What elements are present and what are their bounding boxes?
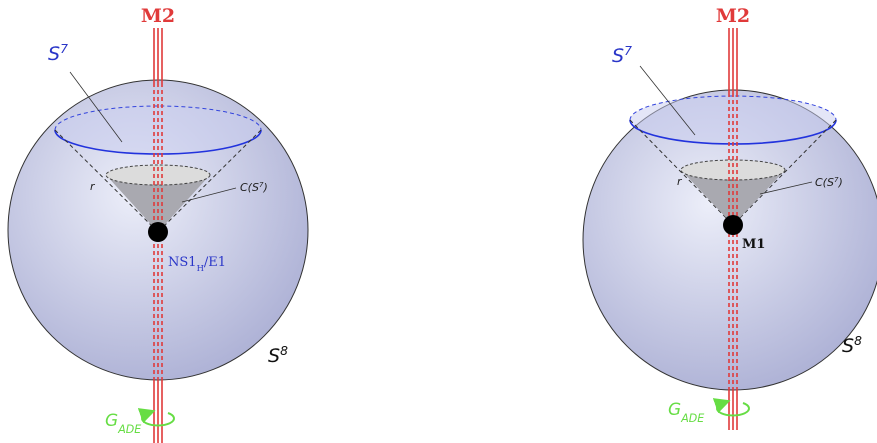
cone-label-part: 7: [259, 180, 264, 189]
group-label-part: G: [105, 411, 118, 431]
group-label-part: G: [668, 400, 681, 420]
group-action: [137, 408, 175, 427]
top-label: M2: [716, 5, 750, 27]
cone-label-part: C(S: [240, 181, 259, 194]
sphere-label-part: S: [842, 335, 854, 357]
apex-label-part: NS1: [168, 255, 197, 270]
outer-label-part: S: [612, 45, 624, 67]
sphere-label: S8: [842, 334, 862, 357]
apex-label: M1: [742, 237, 765, 252]
cone-edge: [157, 129, 262, 233]
group-label-part: ADE: [117, 423, 141, 436]
pointer: [181, 187, 237, 203]
group-label: GADE: [668, 400, 704, 425]
outer-label: S7: [48, 42, 68, 65]
radius-label-part: r: [90, 180, 96, 193]
outer-label-part: S: [48, 43, 60, 65]
outer-label-part: 7: [60, 42, 68, 56]
pointer: [639, 65, 696, 136]
cone-label-part: C(S: [815, 176, 834, 189]
cone-label-part: ): [263, 181, 268, 194]
sphere-label-part: 8: [854, 334, 862, 348]
apex-label-part: /E1: [204, 255, 226, 270]
cone-edge: [629, 119, 734, 226]
cone-label: C(S7): [815, 175, 843, 190]
cone-edge: [732, 119, 837, 226]
top-label-part: M2: [716, 5, 750, 27]
cone-label-part: ): [838, 176, 843, 189]
apex: [723, 215, 743, 235]
pointer: [759, 181, 813, 195]
radius-label-part: r: [677, 175, 683, 188]
apex-label-part: H: [197, 263, 204, 273]
apex: [148, 222, 168, 242]
radius-label: r: [90, 180, 96, 193]
cone-label: C(S7): [240, 180, 268, 195]
group-label-part: ADE: [680, 412, 704, 425]
horizon-back: [629, 95, 837, 121]
group-label: GADE: [105, 411, 141, 436]
sphere-label-part: 8: [280, 344, 288, 358]
apex-label: NS1H/E1: [168, 255, 226, 273]
outer-label: S7: [612, 44, 632, 67]
horizon-fill: [55, 106, 261, 154]
top-label: M2: [141, 5, 175, 27]
outer-label-part: 7: [624, 44, 632, 58]
sphere-label: S8: [268, 344, 288, 367]
top-label-part: M2: [141, 5, 175, 27]
sphere-label-part: S: [268, 345, 280, 367]
inner-cone: [681, 170, 785, 225]
horizon-fill: [630, 96, 836, 144]
radius-label: r: [677, 175, 683, 188]
cone-edge: [54, 129, 159, 233]
apex-label-part: M1: [742, 237, 765, 252]
group-action: [712, 398, 750, 417]
horizon-back: [54, 105, 262, 131]
cone-label-part: 7: [834, 175, 839, 184]
pointer: [69, 71, 123, 143]
